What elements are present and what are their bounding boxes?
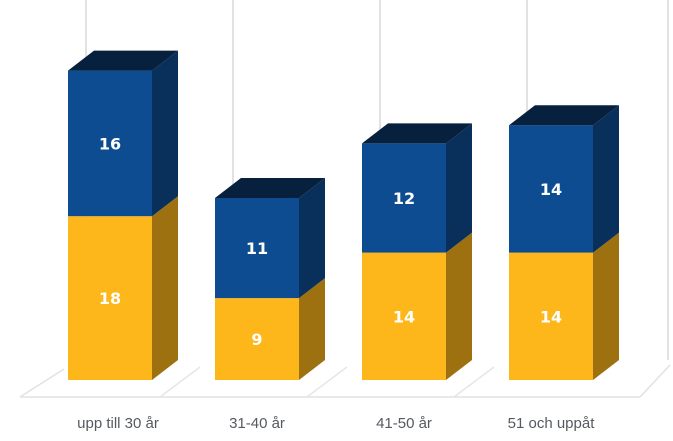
data-label: 16 [99,134,121,153]
data-label: 9 [251,330,262,349]
bar-side-face [152,196,178,380]
data-label: 12 [393,189,415,208]
floor-divider [159,366,201,398]
bar-side-face [299,178,325,299]
floor-left-edge [19,368,65,398]
bar-segment [215,298,299,380]
data-label: 14 [393,307,415,326]
bar-top-face [362,123,472,144]
bar-side-face [593,232,619,380]
bar-side-face [446,232,472,380]
data-label: 14 [540,180,562,199]
bar-top-face [68,50,178,71]
bar-segment [509,125,593,253]
floor-divider [453,366,495,398]
bar-side-face [593,105,619,253]
data-label: 11 [246,239,268,258]
bar-segment [68,216,152,380]
bar-segment [68,70,152,217]
data-label: 14 [540,307,562,326]
floor-divider [306,366,348,398]
bar-segment [362,143,446,253]
bar-segment [362,252,446,380]
floor-right-edge [639,364,671,398]
bar-top-face [509,105,619,126]
data-label: 18 [99,289,121,308]
bar-side-face [446,123,472,253]
bar-side-face [299,278,325,380]
bar-segment [215,198,299,299]
category-label: 31-40 år [229,415,285,432]
category-label: 51 och uppåt [508,415,596,432]
bar-segment [509,252,593,380]
bar-top-face [215,178,325,198]
category-label: 41-50 år [376,415,432,432]
category-label: upp till 30 år [77,415,159,432]
bar-side-face [152,50,178,217]
